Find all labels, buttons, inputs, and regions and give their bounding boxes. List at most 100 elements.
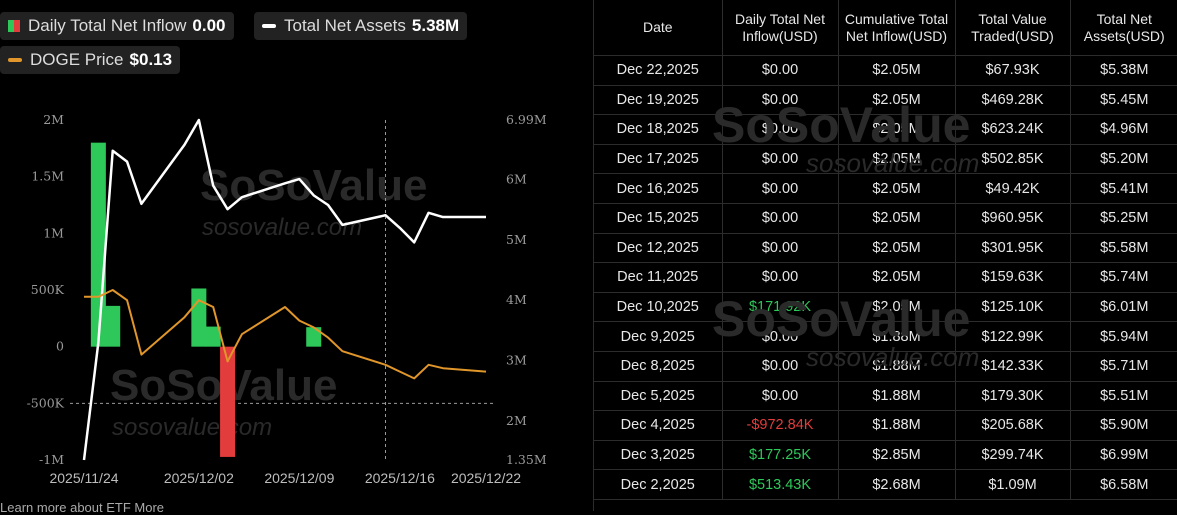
left-axis-tick: 0 <box>56 339 64 354</box>
table-row[interactable]: Dec 11,2025 $0.00 $2.05M $159.63K $5.74M <box>594 262 1177 293</box>
legend-price-label: DOGE Price <box>30 50 124 69</box>
price-swatch-icon <box>8 58 22 62</box>
row-net-assets: $5.51M <box>1069 381 1177 412</box>
learn-more-link[interactable]: Learn more about ETF More <box>0 500 165 515</box>
legend-inflow-label: Daily Total Net Inflow <box>28 16 187 35</box>
row-value-traded: $159.63K <box>954 262 1070 293</box>
table-row[interactable]: Dec 2,2025 $513.43K $2.68M $1.09M $6.58M <box>594 469 1177 500</box>
row-daily-inflow: $0.00 <box>721 85 838 116</box>
row-daily-inflow: $177.25K <box>721 440 838 471</box>
row-net-assets: $5.20M <box>1069 144 1177 175</box>
inflow-bar <box>90 142 106 347</box>
left-axis-tick: -1M <box>39 452 64 467</box>
right-axis-tick: 4M <box>506 292 527 307</box>
table-row[interactable]: Dec 18,2025 $0.00 $2.05M $623.24K $4.96M <box>594 114 1177 145</box>
row-net-assets: $5.90M <box>1069 410 1177 441</box>
chart-gridlines <box>70 120 496 460</box>
x-axis-tick: 2025/12/02 <box>164 470 234 486</box>
row-value-traded: $301.95K <box>954 233 1070 264</box>
doge-price-line <box>84 289 487 380</box>
row-date: Dec 19,2025 <box>594 85 722 116</box>
legend-price-value: $0.13 <box>129 50 173 69</box>
row-value-traded: $142.33K <box>954 351 1070 382</box>
legend-assets[interactable]: Total Net Assets 5.38M <box>254 12 468 40</box>
header-daily-inflow[interactable]: Daily Total Net Inflow(USD) <box>721 0 838 56</box>
row-daily-inflow: $0.00 <box>721 351 838 382</box>
row-cumulative-inflow: $2.05M <box>837 144 955 175</box>
row-cumulative-inflow: $2.05M <box>837 203 955 234</box>
row-date: Dec 10,2025 <box>594 292 722 323</box>
row-net-assets: $4.96M <box>1069 114 1177 145</box>
row-daily-inflow: $0.00 <box>721 233 838 264</box>
row-net-assets: $5.41M <box>1069 173 1177 204</box>
row-daily-inflow: $0.00 <box>721 114 838 145</box>
row-value-traded: $623.24K <box>954 114 1070 145</box>
row-net-assets: $5.94M <box>1069 321 1177 352</box>
header-value-traded[interactable]: Total Value Traded(USD) <box>954 0 1070 56</box>
row-date: Dec 9,2025 <box>594 321 722 352</box>
inflow-bar <box>191 288 207 347</box>
row-cumulative-inflow: $2.05M <box>837 233 955 264</box>
row-daily-inflow: $0.00 <box>721 262 838 293</box>
legend-assets-value: 5.38M <box>411 16 460 35</box>
row-daily-inflow: $0.00 <box>721 173 838 204</box>
row-net-assets: $6.99M <box>1069 440 1177 471</box>
table-row[interactable]: Dec 8,2025 $0.00 $1.88M $142.33K $5.71M <box>594 351 1177 382</box>
watermark-domain: sosovalue.com <box>112 414 272 441</box>
daily-flow-table-container: SoSoValue sosovalue.com SoSoValue sosova… <box>593 0 1177 511</box>
row-net-assets: $6.01M <box>1069 292 1177 323</box>
table-row[interactable]: Dec 4,2025 -$972.84K $1.88M $205.68K $5.90M <box>594 410 1177 441</box>
table-row[interactable]: Dec 19,2025 $0.00 $2.05M $469.28K $5.45M <box>594 85 1177 116</box>
row-value-traded: $299.74K <box>954 440 1070 471</box>
legend-price[interactable]: DOGE Price $0.13 <box>0 46 181 74</box>
table-header-row: Date Daily Total Net Inflow(USD) Cumulat… <box>594 0 1177 56</box>
row-value-traded: $205.68K <box>954 410 1070 441</box>
assets-swatch-icon <box>262 24 276 28</box>
row-date: Dec 8,2025 <box>594 351 722 382</box>
row-cumulative-inflow: $2.85M <box>837 440 955 471</box>
legend-inflow-value: 0.00 <box>192 16 226 35</box>
legend-assets-label: Total Net Assets <box>284 16 406 35</box>
row-daily-inflow: $0.00 <box>721 321 838 352</box>
table-row[interactable]: Dec 10,2025 $171.92K $2.05M $125.10K $6.01M <box>594 292 1177 323</box>
header-date[interactable]: Date <box>594 0 722 56</box>
table-row[interactable]: Dec 9,2025 $0.00 $1.88M $122.99K $5.94M <box>594 321 1177 352</box>
row-date: Dec 4,2025 <box>594 410 722 441</box>
row-net-assets: $6.58M <box>1069 469 1177 500</box>
legend-inflow[interactable]: Daily Total Net Inflow 0.00 <box>0 12 234 40</box>
row-date: Dec 3,2025 <box>594 440 722 471</box>
table-row[interactable]: Dec 15,2025 $0.00 $2.05M $960.95K $5.25M <box>594 203 1177 234</box>
header-cumulative-inflow[interactable]: Cumulative Total Net Inflow(USD) <box>837 0 955 56</box>
etf-flow-chart[interactable]: SoSoValuesosovalue.comSoSoValuesosovalue… <box>0 95 592 495</box>
inflow-bar <box>220 346 236 457</box>
row-cumulative-inflow: $1.88M <box>837 381 955 412</box>
row-value-traded: $67.93K <box>954 55 1070 86</box>
table-row[interactable]: Dec 17,2025 $0.00 $2.05M $502.85K $5.20M <box>594 144 1177 175</box>
row-cumulative-inflow: $1.88M <box>837 351 955 382</box>
row-date: Dec 5,2025 <box>594 381 722 412</box>
table-row[interactable]: Dec 5,2025 $0.00 $1.88M $179.30K $5.51M <box>594 381 1177 412</box>
row-net-assets: $5.74M <box>1069 262 1177 293</box>
row-date: Dec 2,2025 <box>594 469 722 500</box>
right-axis-tick: 2M <box>506 413 527 428</box>
row-value-traded: $1.09M <box>954 469 1070 500</box>
row-cumulative-inflow: $1.88M <box>837 410 955 441</box>
header-net-assets[interactable]: Total Net Assets(USD) <box>1069 0 1177 56</box>
row-cumulative-inflow: $1.88M <box>837 321 955 352</box>
watermark-domain: sosovalue.com <box>202 214 362 241</box>
table-row[interactable]: Dec 16,2025 $0.00 $2.05M $49.42K $5.41M <box>594 173 1177 204</box>
x-axis-tick: 2025/12/09 <box>264 470 334 486</box>
row-date: Dec 17,2025 <box>594 144 722 175</box>
table-row[interactable]: Dec 22,2025 $0.00 $2.05M $67.93K $5.38M <box>594 55 1177 86</box>
right-axis-tick: 5M <box>506 232 527 247</box>
row-value-traded: $49.42K <box>954 173 1070 204</box>
row-cumulative-inflow: $2.05M <box>837 173 955 204</box>
inflow-swatch-icon <box>8 20 20 32</box>
table-row[interactable]: Dec 3,2025 $177.25K $2.85M $299.74K $6.99M <box>594 440 1177 471</box>
right-axis-tick: 6.99M <box>506 112 547 127</box>
row-date: Dec 22,2025 <box>594 55 722 86</box>
total-net-assets-line <box>82 118 486 461</box>
table-row[interactable]: Dec 12,2025 $0.00 $2.05M $301.95K $5.58M <box>594 233 1177 264</box>
row-value-traded: $469.28K <box>954 85 1070 116</box>
x-axis-tick: 2025/12/22 <box>451 470 521 486</box>
